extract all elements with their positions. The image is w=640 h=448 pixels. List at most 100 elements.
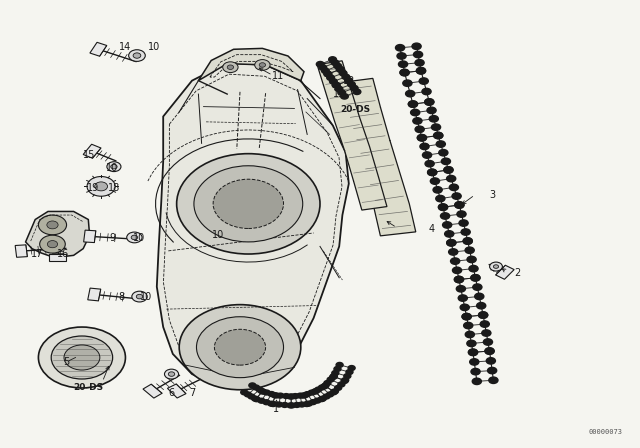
Circle shape <box>488 367 497 374</box>
Circle shape <box>452 193 461 199</box>
Circle shape <box>486 358 495 364</box>
Circle shape <box>425 99 434 105</box>
Circle shape <box>95 182 108 191</box>
Circle shape <box>334 366 341 371</box>
Circle shape <box>255 60 270 70</box>
Circle shape <box>436 141 445 147</box>
Text: 19: 19 <box>86 183 99 193</box>
Circle shape <box>477 302 486 309</box>
Circle shape <box>452 267 461 274</box>
Circle shape <box>258 388 265 393</box>
Polygon shape <box>84 230 96 242</box>
Circle shape <box>252 396 259 401</box>
Circle shape <box>468 349 477 355</box>
Circle shape <box>258 398 265 403</box>
Circle shape <box>443 222 452 228</box>
Circle shape <box>292 394 299 399</box>
Circle shape <box>136 294 143 299</box>
Circle shape <box>455 202 464 208</box>
Text: 4: 4 <box>429 224 435 234</box>
Circle shape <box>268 401 275 406</box>
Circle shape <box>467 256 476 263</box>
Circle shape <box>471 275 480 281</box>
Circle shape <box>127 232 142 243</box>
Polygon shape <box>317 61 387 210</box>
Circle shape <box>344 374 351 379</box>
Circle shape <box>336 362 343 367</box>
Text: 16: 16 <box>56 250 69 259</box>
Circle shape <box>454 276 463 283</box>
Circle shape <box>447 176 456 182</box>
Circle shape <box>335 385 342 390</box>
Polygon shape <box>90 42 107 56</box>
Circle shape <box>479 312 488 319</box>
Circle shape <box>457 211 466 217</box>
Text: 6: 6 <box>168 388 175 398</box>
Circle shape <box>342 378 349 383</box>
Circle shape <box>400 69 409 76</box>
Circle shape <box>427 107 436 114</box>
Polygon shape <box>143 384 162 398</box>
Circle shape <box>449 249 458 255</box>
Circle shape <box>38 215 67 235</box>
Circle shape <box>303 401 310 406</box>
Circle shape <box>413 52 422 58</box>
Circle shape <box>467 340 476 347</box>
Circle shape <box>287 394 294 399</box>
Circle shape <box>330 79 337 84</box>
Circle shape <box>397 53 406 59</box>
Circle shape <box>332 82 340 88</box>
Circle shape <box>425 160 434 167</box>
Circle shape <box>312 389 319 394</box>
Circle shape <box>417 68 426 74</box>
Circle shape <box>455 202 464 208</box>
Circle shape <box>321 68 329 73</box>
Text: 10: 10 <box>140 292 152 302</box>
Circle shape <box>469 265 478 272</box>
Circle shape <box>319 396 326 401</box>
Polygon shape <box>198 48 304 81</box>
Circle shape <box>460 304 469 310</box>
Text: 1: 1 <box>273 404 280 414</box>
Circle shape <box>470 359 479 365</box>
Circle shape <box>445 231 454 237</box>
Circle shape <box>350 86 358 91</box>
Circle shape <box>241 390 248 395</box>
Circle shape <box>436 195 445 202</box>
Circle shape <box>329 57 337 62</box>
Circle shape <box>428 169 436 176</box>
Circle shape <box>47 241 58 248</box>
Circle shape <box>131 235 138 240</box>
Circle shape <box>471 368 480 375</box>
Circle shape <box>277 393 284 398</box>
Polygon shape <box>15 245 28 257</box>
Circle shape <box>248 394 255 399</box>
Circle shape <box>324 380 331 385</box>
Circle shape <box>489 377 498 383</box>
Circle shape <box>177 154 320 254</box>
Polygon shape <box>49 254 66 261</box>
Text: 8: 8 <box>118 292 125 302</box>
Circle shape <box>465 331 474 338</box>
Circle shape <box>438 204 447 211</box>
Circle shape <box>168 372 175 376</box>
Circle shape <box>403 80 412 86</box>
Circle shape <box>330 374 337 379</box>
Circle shape <box>196 317 284 378</box>
Circle shape <box>38 327 125 388</box>
Circle shape <box>321 384 328 389</box>
Text: 18: 18 <box>108 183 120 193</box>
Polygon shape <box>168 384 186 398</box>
Circle shape <box>345 78 353 83</box>
Circle shape <box>305 401 312 406</box>
Circle shape <box>322 383 329 388</box>
Circle shape <box>111 164 117 169</box>
Polygon shape <box>337 78 416 236</box>
Text: 12: 12 <box>342 76 355 86</box>
Circle shape <box>301 393 308 398</box>
Circle shape <box>345 78 353 83</box>
Circle shape <box>253 397 260 402</box>
Circle shape <box>341 379 348 383</box>
Text: 17: 17 <box>31 250 44 259</box>
Circle shape <box>330 390 337 395</box>
